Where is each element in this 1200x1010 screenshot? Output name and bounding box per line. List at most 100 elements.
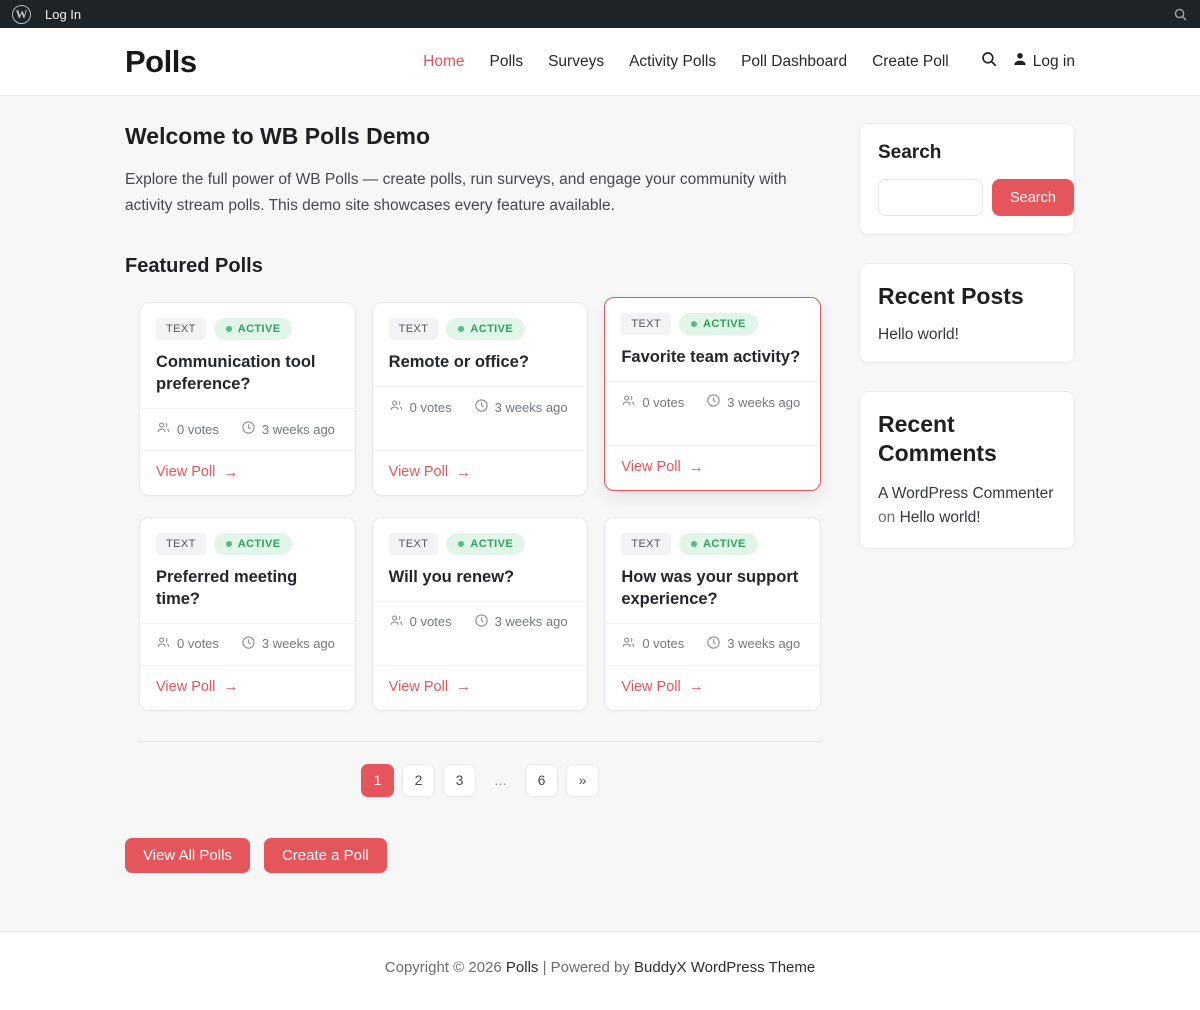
- arrow-right-icon: →: [223, 678, 239, 696]
- clock-icon: [706, 635, 721, 653]
- poll-card: TEXT ACTIVE Remote or office? 0 votes 3 …: [371, 302, 589, 496]
- view-poll-link[interactable]: View Poll →: [156, 463, 239, 481]
- footer-theme-link[interactable]: BuddyX WordPress Theme: [634, 958, 816, 976]
- nav-item-surveys[interactable]: Surveys: [548, 52, 605, 70]
- poll-votes: 0 votes: [642, 394, 685, 410]
- nav-item-activity-polls[interactable]: Activity Polls: [629, 52, 717, 70]
- poll-card: TEXT ACTIVE Preferred meeting time? 0 vo…: [139, 517, 356, 711]
- search-button[interactable]: Search: [992, 179, 1074, 216]
- user-icon: [1012, 51, 1028, 72]
- poll-title[interactable]: How was your support experience?: [621, 568, 799, 608]
- search-input[interactable]: [878, 179, 983, 216]
- nav-item-home[interactable]: Home: [423, 52, 465, 70]
- poll-status-badge: ACTIVE: [446, 318, 526, 341]
- clock-icon: [474, 398, 489, 416]
- poll-card: TEXT ACTIVE Communication tool preferenc…: [139, 302, 356, 496]
- create-a-poll-button[interactable]: Create a Poll: [263, 837, 387, 873]
- arrow-right-icon: →: [456, 463, 472, 481]
- header-login-link[interactable]: Log in: [1012, 51, 1075, 72]
- arrow-right-icon: →: [688, 458, 704, 476]
- poll-votes: 0 votes: [409, 614, 452, 630]
- poll-age: 3 weeks ago: [261, 636, 335, 652]
- card-divider: [605, 381, 820, 383]
- poll-status-badge: ACTIVE: [446, 533, 526, 555]
- nav-item-polls[interactable]: Polls: [489, 52, 524, 70]
- view-poll-link[interactable]: View Poll →: [156, 678, 239, 696]
- comment-connector: on: [878, 509, 900, 527]
- recent-comments-widget: Recent Comments A WordPress Commenter on…: [859, 390, 1075, 550]
- comment-author-link[interactable]: A WordPress Commenter: [878, 485, 1054, 503]
- view-poll-link[interactable]: View Poll →: [621, 458, 704, 476]
- pagination-page-1-current[interactable]: 1: [361, 763, 394, 797]
- admin-login-link[interactable]: Log In: [45, 6, 82, 22]
- pagination-next[interactable]: »: [566, 763, 599, 797]
- poll-votes: 0 votes: [409, 399, 452, 415]
- wp-admin-bar: W Log In: [0, 0, 1200, 28]
- view-poll-link[interactable]: View Poll →: [621, 678, 704, 696]
- pagination-page-6[interactable]: 6: [525, 763, 558, 797]
- card-divider: [140, 450, 355, 451]
- poll-age: 3 weeks ago: [261, 421, 335, 437]
- comment-post-link[interactable]: Hello world!: [899, 509, 981, 527]
- arrow-right-icon: →: [688, 678, 704, 696]
- featured-polls-heading: Featured Polls: [125, 255, 263, 278]
- card-divider: [605, 622, 820, 624]
- poll-title[interactable]: Will you renew?: [388, 568, 515, 586]
- view-poll-link[interactable]: View Poll →: [388, 678, 472, 696]
- arrow-right-icon: →: [223, 463, 239, 481]
- adminbar-search-icon[interactable]: [1173, 7, 1188, 22]
- sidebar: Search Search Recent Posts Hello world! …: [859, 123, 1075, 873]
- nav-item-create-poll[interactable]: Create Poll: [872, 52, 949, 70]
- card-divider: [140, 408, 355, 409]
- poll-votes: 0 votes: [177, 421, 219, 437]
- wordpress-logo-icon[interactable]: W: [12, 4, 31, 24]
- page-title: Welcome to WB Polls Demo: [125, 123, 431, 149]
- poll-title[interactable]: Remote or office?: [388, 353, 529, 372]
- site-footer: Copyright © 2026 Polls | Powered by Budd…: [0, 930, 1200, 1010]
- users-icon: [389, 613, 404, 631]
- card-divider: [372, 664, 588, 666]
- clock-icon: [241, 420, 256, 438]
- arrow-right-icon: →: [456, 678, 472, 696]
- recent-posts-widget: Recent Posts Hello world!: [859, 263, 1075, 363]
- poll-votes: 0 votes: [642, 636, 685, 652]
- poll-status-badge: ACTIVE: [213, 533, 293, 555]
- poll-age: 3 weeks ago: [727, 394, 801, 410]
- poll-status-badge: ACTIVE: [679, 533, 758, 555]
- poll-age: 3 weeks ago: [494, 399, 568, 415]
- card-divider: [140, 664, 355, 666]
- status-dot-icon: [458, 541, 465, 547]
- header-login-label: Log in: [1032, 52, 1075, 70]
- poll-title[interactable]: Favorite team activity?: [621, 348, 801, 367]
- pagination-page-2[interactable]: 2: [402, 763, 435, 797]
- pagination-ellipsis: …: [494, 772, 507, 788]
- footer-site-link[interactable]: Polls: [505, 958, 539, 976]
- recent-comment-item: A WordPress Commenter on Hello world!: [878, 482, 1056, 530]
- copyright-text: Copyright © 2026 Polls | Powered by Budd…: [384, 958, 816, 976]
- poll-card: TEXT ACTIVE Will you renew? 0 votes 3 we…: [371, 517, 589, 711]
- recent-post-link[interactable]: Hello world!: [878, 325, 959, 343]
- status-dot-icon: [225, 541, 232, 547]
- users-icon: [389, 398, 404, 416]
- users-icon: [156, 420, 171, 438]
- poll-title[interactable]: Communication tool preference?: [156, 353, 316, 394]
- section-divider: [139, 740, 821, 742]
- site-logo[interactable]: Polls: [125, 43, 197, 79]
- pagination-page-3[interactable]: 3: [443, 763, 476, 797]
- header-search-icon[interactable]: [980, 50, 998, 73]
- nav-item-poll-dashboard[interactable]: Poll Dashboard: [741, 52, 848, 70]
- poll-votes: 0 votes: [177, 636, 219, 652]
- poll-status-badge: ACTIVE: [213, 318, 293, 341]
- view-all-polls-button[interactable]: View All Polls: [125, 837, 250, 873]
- poll-title[interactable]: Preferred meeting time?: [156, 568, 298, 608]
- view-poll-link[interactable]: View Poll →: [388, 463, 472, 481]
- pagination: 1 2 3 … 6 »: [125, 763, 835, 797]
- site-header: Polls Home Polls Surveys Activity Polls …: [0, 28, 1200, 96]
- poll-type-badge: TEXT: [621, 313, 672, 336]
- users-icon: [156, 635, 171, 653]
- search-widget-title: Search: [878, 142, 942, 163]
- clock-icon: [706, 393, 721, 411]
- poll-card-highlighted: TEXT ACTIVE Favorite team activity? 0 vo…: [604, 297, 821, 491]
- main-content: Welcome to WB Polls Demo Explore the ful…: [125, 123, 835, 873]
- card-divider: [605, 445, 820, 446]
